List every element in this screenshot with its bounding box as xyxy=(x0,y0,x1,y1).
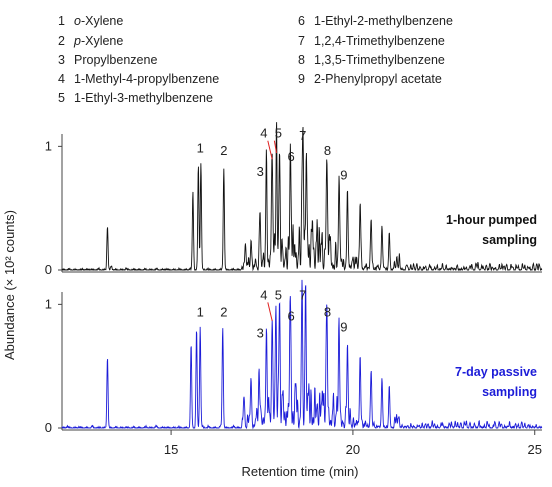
legend-prefix: o xyxy=(74,14,81,28)
y-tick-label: 1 xyxy=(45,296,52,311)
peak-label-2: 2 xyxy=(220,143,227,158)
x-tick-label: 15 xyxy=(164,442,178,457)
x-axis-label: Retention time (min) xyxy=(241,464,358,479)
legend-prefix: p xyxy=(74,34,81,48)
legend-item-1: 1 o-Xylene xyxy=(58,14,123,29)
legend-item-3: 3 Propylbenzene xyxy=(58,53,157,68)
legend-num: 7 xyxy=(298,34,305,48)
peak-label-2: 2 xyxy=(220,305,227,320)
panel-title-line2: sampling xyxy=(482,233,537,247)
x-axis: 15 20 25 xyxy=(164,430,542,457)
legend-num: 5 xyxy=(58,91,65,105)
peak-label-6: 6 xyxy=(287,149,294,164)
legend-name: 1-Ethyl-3-methylbenzene xyxy=(74,91,213,105)
y-tick-label: 0 xyxy=(45,262,52,277)
peak-label-4: 4 xyxy=(260,126,267,141)
peak-label-7: 7 xyxy=(299,287,306,302)
legend-name: -Xylene xyxy=(80,14,124,28)
legend-item-2: 2 p-Xylene xyxy=(58,34,123,49)
peak-label-8: 8 xyxy=(324,305,331,320)
peak-label-7: 7 xyxy=(299,128,306,143)
legend-num: 2 xyxy=(58,34,65,48)
peak-label-9: 9 xyxy=(340,320,347,335)
legend-num: 6 xyxy=(298,14,305,28)
peak-label-1: 1 xyxy=(197,141,204,156)
y-axis-label: Abundance (× 10² counts) xyxy=(2,210,17,360)
x-tick-label: 20 xyxy=(346,442,360,457)
legend-item-4: 4 1-Methyl-4-propylbenzene xyxy=(58,72,219,87)
chromatogram-trace xyxy=(61,122,543,272)
peak-label-5: 5 xyxy=(275,287,282,302)
legend-item-8: 8 1,3,5-Trimethylbenzene xyxy=(298,53,445,68)
chromatogram-trace xyxy=(61,279,543,430)
peak-label-6: 6 xyxy=(287,308,294,323)
legend-num: 8 xyxy=(298,53,305,67)
x-tick-label: 25 xyxy=(527,442,541,457)
panel-title-line1: 1-hour pumped xyxy=(446,213,537,227)
legend-name: 1,3,5-Trimethylbenzene xyxy=(314,53,445,67)
peak-label-3: 3 xyxy=(257,326,264,341)
legend-item-6: 6 1-Ethyl-2-methylbenzene xyxy=(298,14,453,29)
peak-4-leader xyxy=(267,140,273,160)
legend-name: 1,2,4-Trimethylbenzene xyxy=(314,34,445,48)
legend-name: 1-Methyl-4-propylbenzene xyxy=(74,72,220,86)
legend: 1 o-Xylene 2 p-Xylene 3 Propylbenzene 4 1-Me… xyxy=(0,0,552,112)
legend-num: 9 xyxy=(298,72,305,86)
legend-item-5: 5 1-Ethyl-3-methylbenzene xyxy=(58,91,213,106)
peak-label-3: 3 xyxy=(257,164,264,179)
legend-name: -Xylene xyxy=(80,34,124,48)
peak-label-9: 9 xyxy=(340,168,347,183)
panel-title-line2: sampling xyxy=(482,385,537,399)
peak-label-4: 4 xyxy=(260,287,267,302)
y-tick-label: 0 xyxy=(45,420,52,435)
panel-passive: 0 1 1 2 3 4 567 89 7-day passive sampling xyxy=(45,279,543,435)
legend-num: 3 xyxy=(58,53,65,67)
y-tick-label: 1 xyxy=(45,138,52,153)
legend-item-9: 9 2-Phenylpropyl acetate xyxy=(298,72,442,87)
legend-name: 2-Phenylpropyl acetate xyxy=(314,72,442,86)
panel-title-line1: 7-day passive xyxy=(455,365,537,379)
legend-name: Propylbenzene xyxy=(74,53,158,67)
peak-label-5: 5 xyxy=(275,126,282,141)
legend-num: 4 xyxy=(58,72,65,86)
peak-4-leader xyxy=(267,302,273,322)
panel-pumped: 0 1 1 2 3 4 567 89 1-hour pumped sampling xyxy=(45,122,543,277)
peak-label-1: 1 xyxy=(197,305,204,320)
legend-num: 1 xyxy=(58,14,65,28)
peak-label-8: 8 xyxy=(324,143,331,158)
legend-name: 1-Ethyl-2-methylbenzene xyxy=(314,14,453,28)
peak-5-leader xyxy=(273,140,278,154)
legend-item-7: 7 1,2,4-Trimethylbenzene xyxy=(298,34,445,49)
